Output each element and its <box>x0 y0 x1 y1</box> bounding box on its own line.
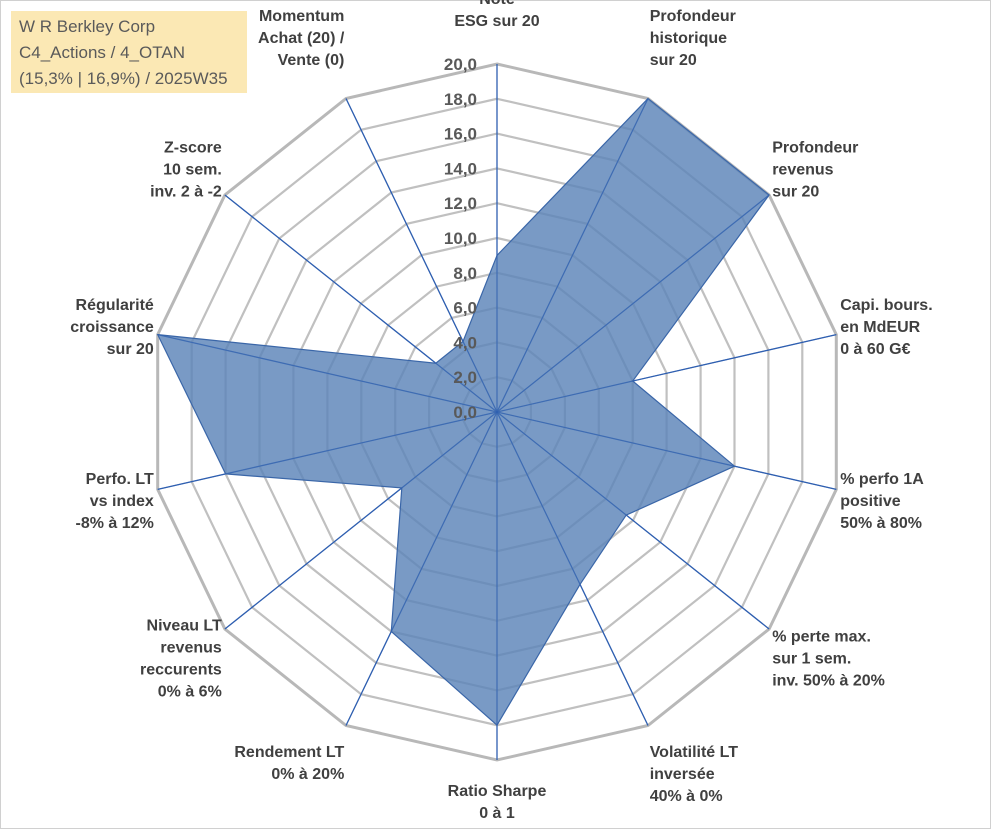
radar-spoke-overlay <box>496 98 649 413</box>
axis-label: Régularité <box>76 297 154 314</box>
axis-label: en MdEUR <box>840 319 920 336</box>
tick-label: 12,0 <box>444 194 477 213</box>
tick-label: 8,0 <box>453 264 477 283</box>
axis-label: sur 20 <box>772 184 819 201</box>
axis-label: positive <box>840 493 901 510</box>
axis-label: Z-score <box>164 140 222 157</box>
axis-label: inv. 2 à -2 <box>150 184 222 201</box>
info-stats: (15,3% | 16,9%) / 2025W35 <box>19 69 228 88</box>
axis-label: % perfo 1A <box>840 471 924 488</box>
axis-label: 50% à 80% <box>840 515 922 532</box>
axis-label: Note <box>479 0 515 8</box>
radar-spoke-overlay <box>496 411 837 490</box>
axis-label: croissance <box>70 319 154 336</box>
axis-label: revenus <box>160 639 221 656</box>
radar-spoke-overlay <box>157 411 498 490</box>
radar-spoke-overlay <box>496 194 770 413</box>
axis-label: 10 sem. <box>163 162 222 179</box>
radar-ticks: 0,0 2,0 4,0 6,0 8,0 10,0 12,0 14,0 16,0 18,0 20,0 <box>444 55 477 422</box>
radar-spoke-overlay <box>224 411 498 630</box>
radar-spoke-overlay <box>496 334 837 413</box>
tick-label: 0,0 <box>453 403 477 422</box>
radar-spoke-overlay <box>224 194 498 413</box>
radar-axis-labels: Note ESG sur 20 Profondeur historique sur 20… <box>70 0 932 822</box>
radar-spoke-overlay <box>345 98 498 413</box>
axis-label: % perte max. <box>772 628 871 645</box>
tick-label: 14,0 <box>444 159 477 178</box>
axis-label: ESG sur 20 <box>454 13 539 30</box>
axis-label: revenus <box>772 162 833 179</box>
radar-spoke-overlay <box>496 411 649 726</box>
axis-label: 0 à 1 <box>479 805 515 822</box>
tick-label: 4,0 <box>453 333 477 352</box>
axis-label: Profondeur <box>650 8 736 25</box>
radar-spoke-overlay <box>157 334 498 413</box>
axis-label: sur 20 <box>107 341 154 358</box>
axis-label: sur 1 sem. <box>772 650 851 667</box>
tick-label: 10,0 <box>444 229 477 248</box>
axis-label: historique <box>650 30 727 47</box>
axis-label: 0% à 20% <box>271 766 344 783</box>
axis-label: Volatilité LT <box>650 744 739 761</box>
axis-label: Capi. bours. <box>840 297 932 314</box>
tick-label: 2,0 <box>453 368 477 387</box>
axis-label: vs index <box>90 493 154 510</box>
info-box: W R Berkley Corp C4_Actions / 4_OTAN (15… <box>11 11 247 93</box>
axis-label: Profondeur <box>772 140 858 157</box>
axis-label: Ratio Sharpe <box>448 783 547 800</box>
axis-label: Perfo. LT <box>86 471 154 488</box>
radar-spoke-overlay <box>345 411 498 726</box>
axis-label: sur 20 <box>650 52 697 69</box>
axis-label: Vente (0) <box>278 52 345 69</box>
info-category: C4_Actions / 4_OTAN <box>19 43 185 62</box>
axis-label: Achat (20) / <box>258 30 345 47</box>
info-title: W R Berkley Corp <box>19 17 156 36</box>
axis-label: -8% à 12% <box>76 515 154 532</box>
radar-series <box>156 64 837 760</box>
tick-label: 18,0 <box>444 90 477 109</box>
axis-label: Niveau LT <box>147 617 223 634</box>
axis-label: inversée <box>650 766 715 783</box>
radar-spoke-overlay <box>496 411 770 630</box>
axis-label: Momentum <box>259 8 344 25</box>
axis-label: 0 à 60 G€ <box>840 341 910 358</box>
axis-label: Rendement LT <box>234 744 344 761</box>
axis-label: 0% à 6% <box>158 683 222 700</box>
tick-label: 16,0 <box>444 125 477 144</box>
axis-label: inv. 50% à 20% <box>772 672 885 689</box>
tick-label: 20,0 <box>444 55 477 74</box>
tick-label: 6,0 <box>453 299 477 318</box>
axis-label: 40% à 0% <box>650 788 723 805</box>
axis-label: reccurents <box>140 661 222 678</box>
